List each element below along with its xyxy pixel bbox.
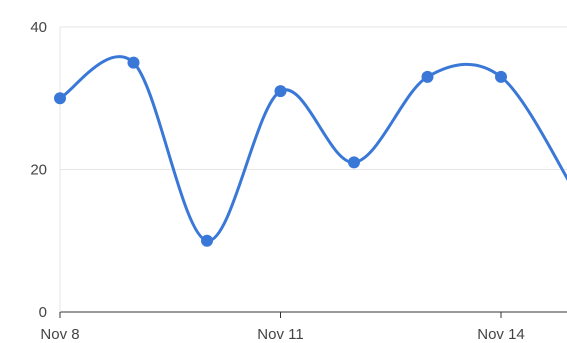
grid-layer [59,26,567,318]
y-tick-label: 0 [39,304,47,321]
y-tick-label: 40 [30,19,47,36]
x-tick-label: Nov 8 [40,326,79,343]
x-tick-label: Nov 11 [257,326,303,343]
y-tick-label: 20 [30,162,47,179]
x-tick-label: Nov 14 [477,326,525,343]
series-line-0 [58,55,567,243]
data-point-nov-13 [421,70,434,83]
data-point-nov-8 [54,92,66,105]
data-point-nov-12 [348,156,360,169]
data-point-nov-14 [495,70,507,83]
y-axis-labels: 0 20 40 [30,19,47,321]
x-axis-labels: Nov 8 Nov 11 Nov 14 [40,326,524,343]
data-point-nov-9 [127,56,140,69]
data-point-nov-10 [201,234,213,247]
data-point-nov-11 [274,85,287,98]
series-layer [58,55,567,243]
points-layer [54,56,507,247]
